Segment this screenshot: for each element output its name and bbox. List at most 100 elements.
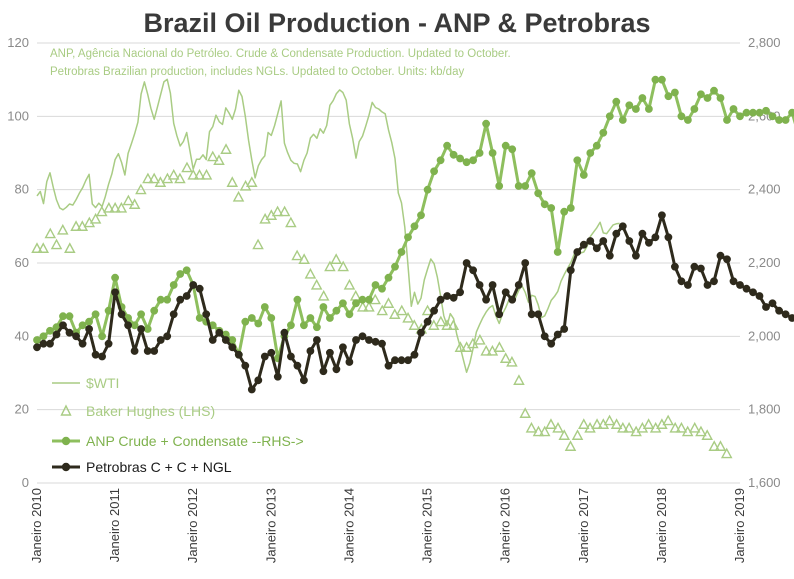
baker-hughes-point	[591, 418, 603, 429]
petrobras-point	[436, 295, 445, 304]
anp-point	[547, 204, 556, 212]
petrobras-point	[664, 233, 673, 242]
petrobras-point	[397, 356, 406, 365]
anp-point	[540, 200, 549, 209]
left-tick-label: 40	[15, 328, 29, 343]
baker-hughes-point	[493, 341, 506, 352]
petrobras-point	[59, 321, 67, 330]
anp-point	[664, 92, 673, 101]
petrobras-point	[501, 288, 510, 297]
anp-point	[228, 336, 237, 344]
baker-hughes-point	[506, 355, 518, 367]
petrobras-point	[488, 281, 497, 289]
anp-point	[508, 145, 517, 154]
anp-point	[553, 248, 562, 256]
petrobras-point	[228, 343, 237, 352]
anp-point	[781, 116, 790, 124]
baker-hughes-point	[525, 421, 538, 433]
petrobras-point	[241, 361, 250, 370]
x-tick-label: Janeiro 2010	[29, 488, 44, 563]
petrobras-point	[742, 284, 751, 293]
baker-hughes-point	[122, 194, 135, 206]
anp-point	[98, 332, 106, 341]
petrobras-point	[130, 347, 139, 355]
baker-hughes-point	[128, 198, 141, 209]
baker-hughes-point	[662, 414, 674, 426]
petrobras-point	[98, 352, 106, 361]
baker-hughes-point	[617, 421, 629, 433]
petrobras-point	[202, 310, 211, 319]
petrobras-point	[749, 288, 757, 297]
petrobras-point	[137, 325, 146, 333]
anp-point	[143, 325, 152, 333]
baker-hughes-point	[708, 440, 720, 451]
anp-point	[677, 112, 686, 121]
anp-point	[33, 336, 41, 344]
left-tick-label: 0	[22, 475, 29, 490]
anp-point	[156, 295, 165, 304]
petrobras-point	[384, 361, 393, 370]
petrobras-point	[260, 352, 269, 361]
anp-point	[384, 273, 393, 282]
anp-point	[586, 149, 595, 157]
baker-hughes-point	[376, 304, 389, 316]
anp-point	[176, 270, 185, 278]
petrobras-point	[371, 337, 380, 346]
baker-hughes-point	[454, 341, 467, 352]
right-tick-label: 1,800	[748, 402, 781, 417]
anp-point	[658, 75, 666, 84]
petrobras-point	[430, 306, 438, 315]
left-tick-label: 20	[15, 402, 29, 417]
anp-point	[638, 94, 647, 102]
baker-hughes-point	[285, 216, 297, 228]
anp-point	[326, 314, 334, 322]
anp-point	[254, 319, 263, 328]
petrobras-point	[514, 281, 523, 289]
anp-point	[111, 273, 119, 282]
baker-hughes-point	[103, 201, 115, 213]
petrobras-point	[72, 332, 80, 341]
baker-hughes-point	[513, 374, 525, 385]
legend-baker-label: Baker Hughes (LHS)	[86, 403, 215, 419]
petrobras-point	[313, 336, 321, 344]
anp-point	[742, 108, 751, 117]
baker-hughes-point	[89, 212, 102, 224]
baker-hughes-point	[271, 205, 284, 217]
anp-line	[36, 78, 794, 360]
anp-point	[85, 317, 93, 326]
petrobras-point	[189, 281, 198, 289]
anp-point	[605, 112, 614, 121]
baker-hughes-point	[578, 418, 590, 429]
anp-point	[104, 306, 113, 315]
anp-point	[710, 86, 718, 95]
petrobras-point	[111, 288, 119, 297]
anp-point	[592, 141, 601, 150]
baker-hughes-point	[181, 161, 193, 173]
petrobras-point	[443, 292, 451, 300]
anp-point	[319, 303, 328, 311]
wti-series	[36, 78, 620, 374]
petrobras-point	[163, 332, 172, 341]
baker-hughes-point	[610, 418, 623, 429]
petrobras-point	[710, 277, 718, 286]
baker-hughes-point	[324, 260, 336, 272]
anp-point	[501, 141, 510, 150]
petrobras-point	[671, 262, 679, 271]
petrobras-point	[690, 262, 699, 271]
baker-hughes-point	[571, 429, 584, 440]
petrobras-point	[456, 288, 464, 297]
baker-hughes-point	[356, 300, 369, 312]
anp-point	[163, 295, 172, 304]
anp-point	[436, 156, 445, 165]
baker-hughes-point	[669, 421, 681, 433]
baker-hughes-series	[31, 143, 733, 459]
petrobras-point	[482, 295, 490, 304]
petrobras-point	[645, 238, 653, 247]
petrobras-point	[404, 356, 412, 365]
x-axis-ticks: Janeiro 2010 Janeiro 2011 Janeiro 2012 Jane…	[29, 488, 747, 563]
anp-point	[443, 141, 451, 150]
petrobras-point	[651, 233, 660, 242]
baker-hughes-point	[369, 293, 381, 305]
